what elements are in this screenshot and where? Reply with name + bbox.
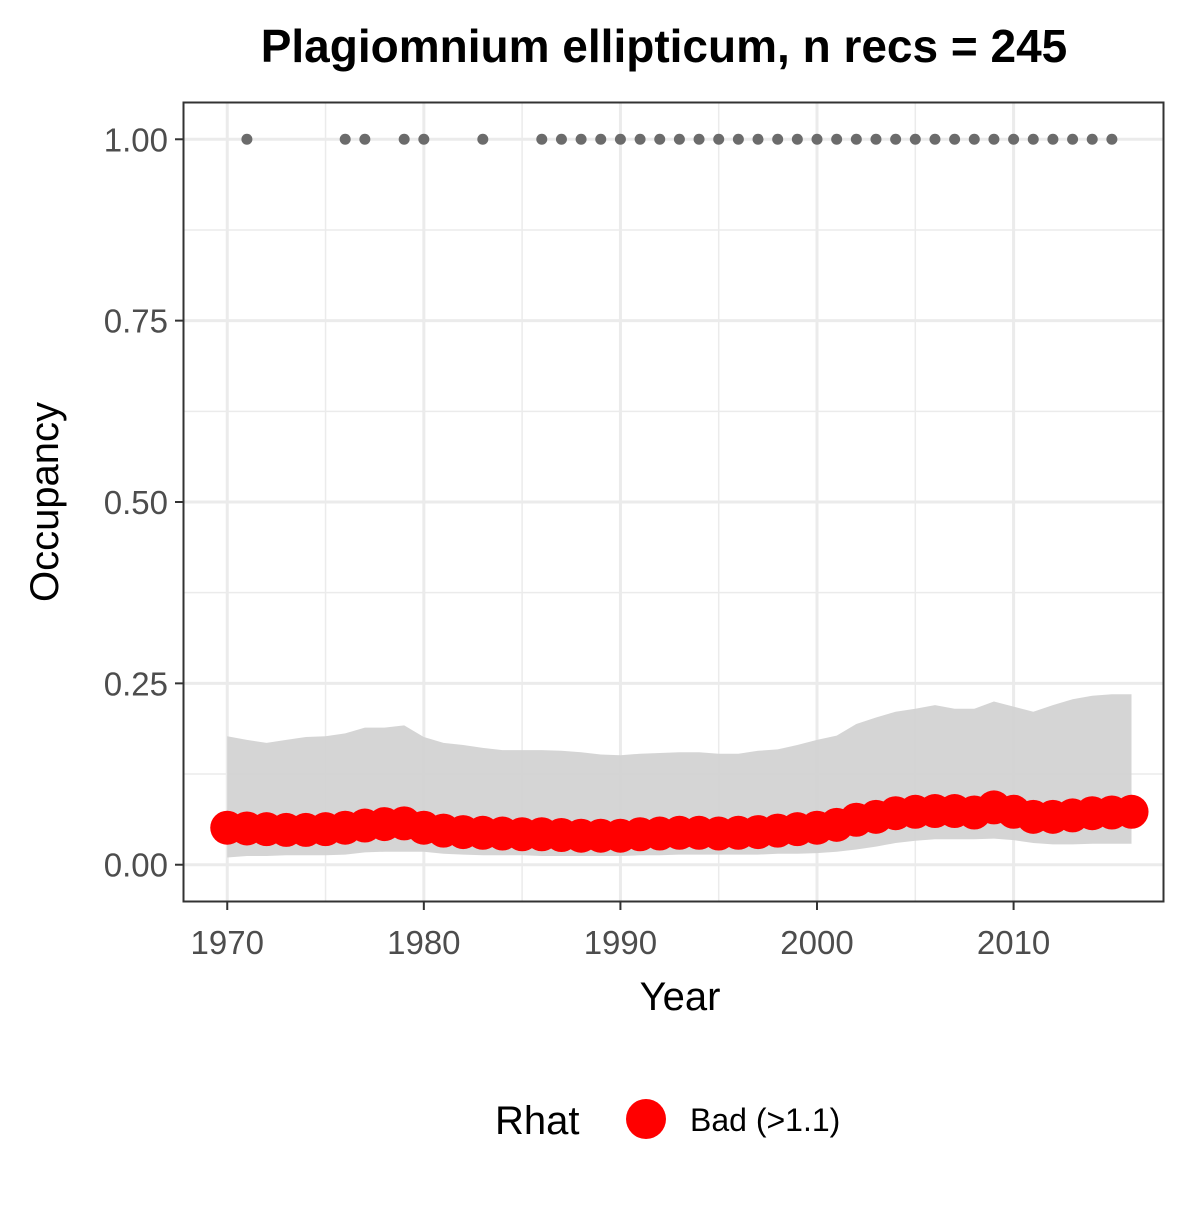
record-point — [595, 133, 607, 145]
record-point — [1086, 133, 1098, 145]
record-point — [575, 133, 587, 145]
record-point — [1027, 133, 1039, 145]
record-point — [890, 133, 902, 145]
record-point — [418, 133, 430, 145]
y-tick-label: 0.25 — [104, 665, 168, 702]
record-points-layer — [241, 133, 1118, 145]
record-point — [1047, 133, 1059, 145]
record-point — [909, 133, 921, 145]
record-point — [477, 133, 489, 145]
record-point — [555, 133, 567, 145]
record-point — [536, 133, 548, 145]
chart-title: Plagiomnium ellipticum, n recs = 245 — [261, 20, 1068, 72]
record-point — [693, 133, 705, 145]
y-axis: 0.00 0.25 0.50 0.75 1.00 — [104, 121, 184, 884]
x-axis: 1970 1980 1990 2000 2010 — [191, 901, 1050, 961]
record-point — [949, 133, 961, 145]
y-tick-label: 0.00 — [104, 847, 168, 884]
y-tick-label: 1.00 — [104, 121, 168, 158]
record-point — [811, 133, 823, 145]
record-point — [1067, 133, 1079, 145]
legend-label-bad: Bad (>1.1) — [690, 1102, 840, 1138]
legend-key-bad — [626, 1099, 666, 1139]
record-point — [831, 133, 843, 145]
x-tick-label: 2000 — [780, 924, 853, 961]
x-tick-label: 2010 — [977, 924, 1050, 961]
record-point — [929, 133, 941, 145]
legend-title: Rhat — [495, 1099, 580, 1143]
y-tick-label: 0.75 — [104, 303, 168, 340]
y-tick-label: 0.50 — [104, 484, 168, 521]
record-point — [1008, 133, 1020, 145]
record-point — [634, 133, 646, 145]
record-point — [968, 133, 980, 145]
record-point — [732, 133, 744, 145]
record-point — [791, 133, 803, 145]
record-point — [614, 133, 626, 145]
occupancy-series-layer — [210, 790, 1149, 853]
record-point — [241, 133, 253, 145]
legend: Rhat Bad (>1.1) — [495, 1099, 840, 1143]
x-tick-label: 1970 — [191, 924, 264, 961]
record-point — [654, 133, 666, 145]
x-tick-label: 1980 — [387, 924, 460, 961]
record-point — [772, 133, 784, 145]
x-axis-label: Year — [640, 975, 721, 1019]
record-point — [339, 133, 351, 145]
y-axis-label: Occupancy — [23, 402, 67, 602]
occupancy-point — [1114, 794, 1149, 829]
record-point — [398, 133, 410, 145]
record-point — [752, 133, 764, 145]
record-point — [850, 133, 862, 145]
record-point — [870, 133, 882, 145]
record-point — [673, 133, 685, 145]
record-point — [1106, 133, 1118, 145]
record-point — [713, 133, 725, 145]
record-point — [988, 133, 1000, 145]
x-tick-label: 1990 — [584, 924, 657, 961]
record-point — [359, 133, 371, 145]
